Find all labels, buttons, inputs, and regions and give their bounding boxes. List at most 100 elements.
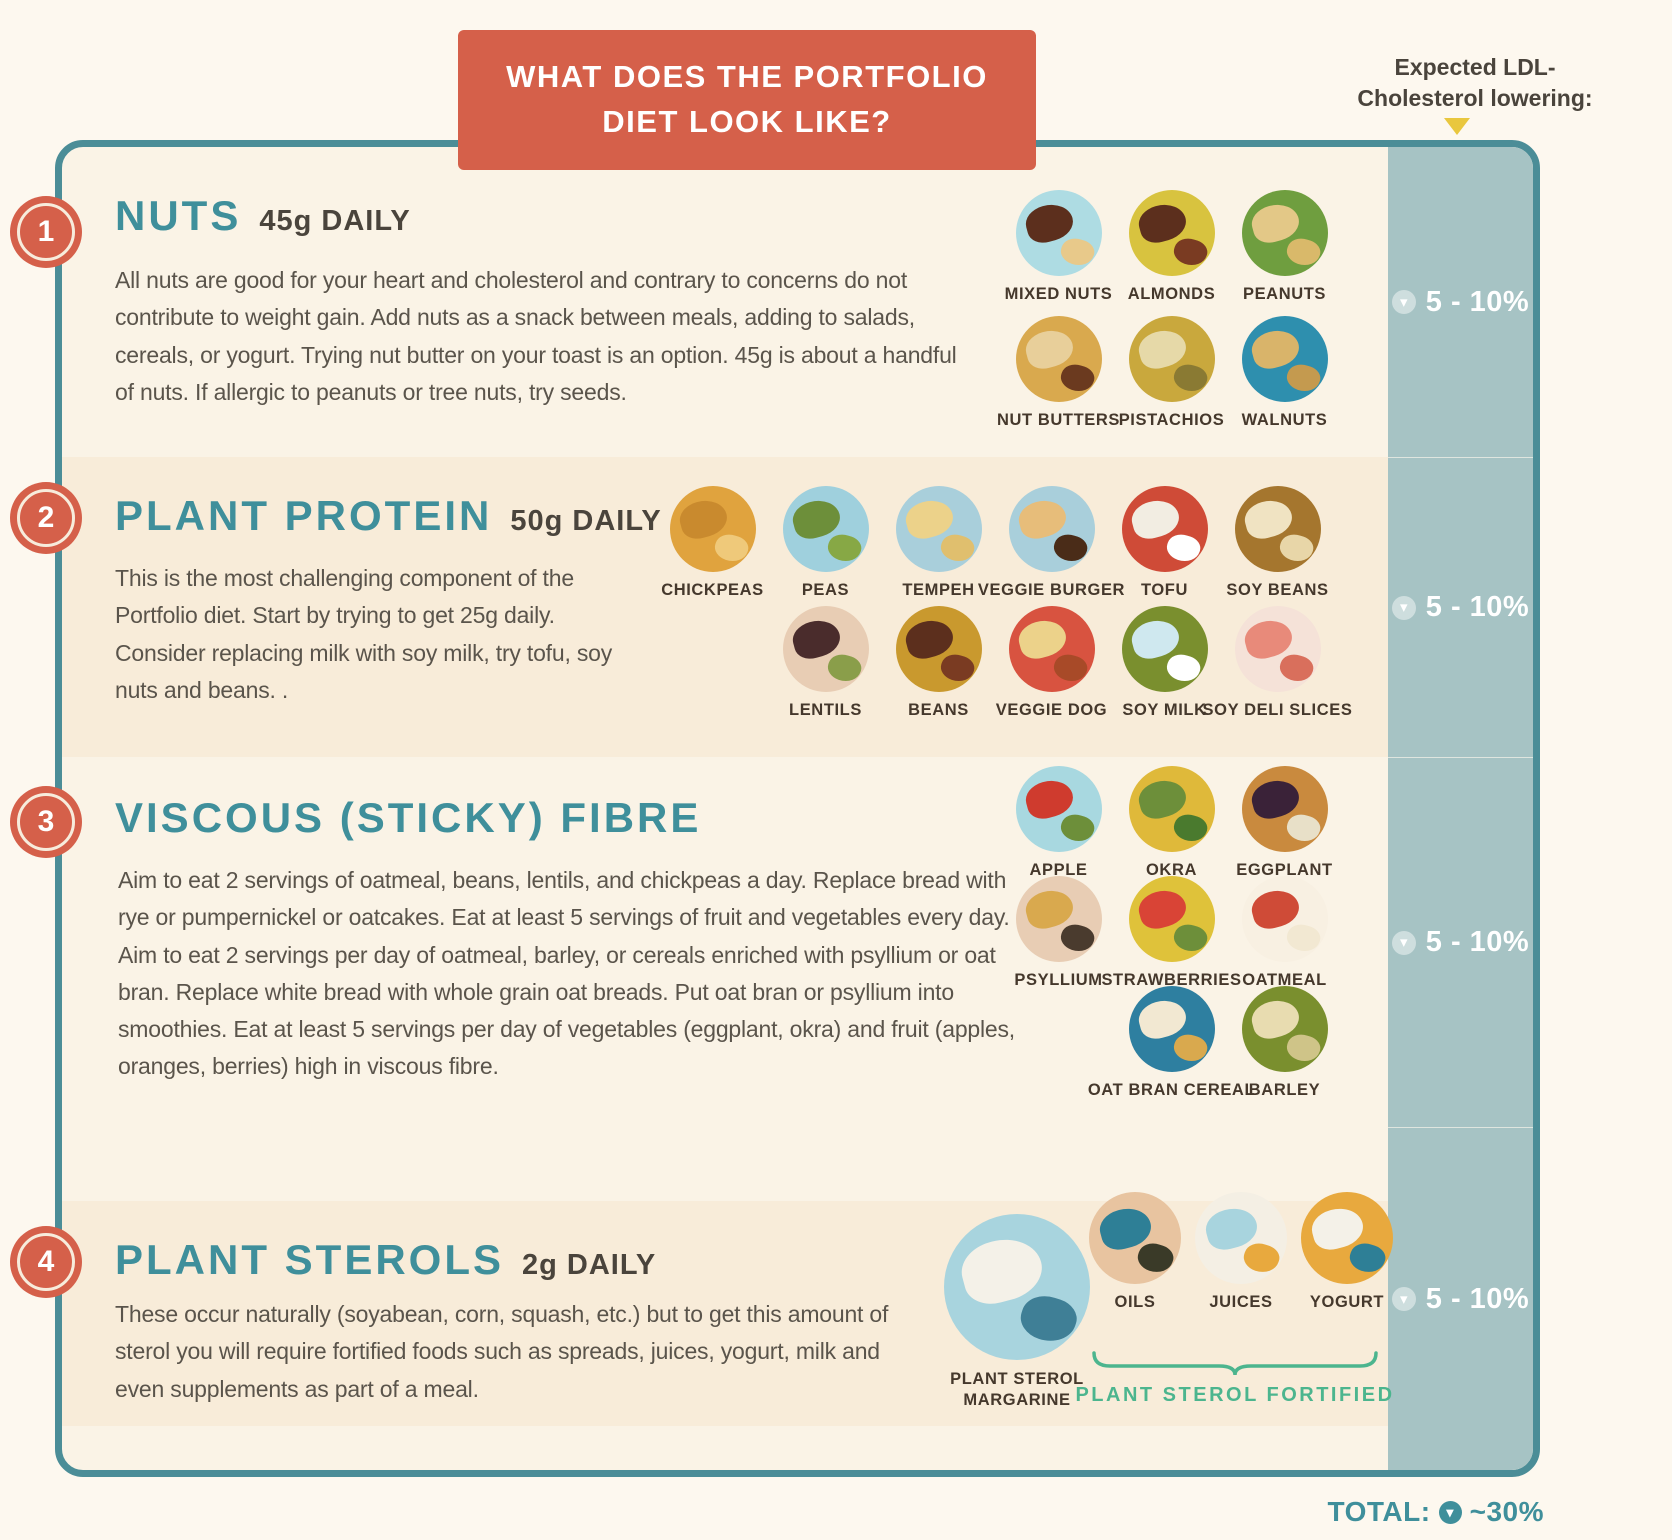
fortified-foods-row: OILS JUICES YOGURT bbox=[1082, 1192, 1400, 1312]
soy-milk-icon bbox=[1121, 606, 1208, 692]
plant-protein-body: This is the most challenging component o… bbox=[115, 565, 613, 703]
juices-icon bbox=[1195, 1192, 1287, 1284]
plant-protein-foods-row-1: CHICKPEAS PEAS TEMPEH VEGGIE BURGER TOFU… bbox=[656, 486, 1334, 600]
apple-icon bbox=[1015, 766, 1102, 852]
decrease-icon: ▾ bbox=[1391, 290, 1416, 314]
food-item: WALNUTS bbox=[1228, 316, 1341, 430]
food-item: OILS bbox=[1082, 1192, 1188, 1312]
ldl-column: ▾ 5 - 10% ▾ 5 - 10% ▾ 5 - 10% ▾ 5 - 10% bbox=[1388, 147, 1533, 1470]
brace-icon bbox=[1092, 1351, 1378, 1376]
total-label: TOTAL: bbox=[1327, 1496, 1431, 1527]
food-label: SOY MILK bbox=[1122, 701, 1207, 719]
ldl-cell-nuts: ▾ 5 - 10% bbox=[1388, 147, 1533, 457]
ldl-cell-plant-sterols: ▾ 5 - 10% bbox=[1388, 1127, 1533, 1470]
food-item: BARLEY bbox=[1228, 986, 1341, 1100]
ldl-header-line2: Cholesterol lowering: bbox=[1357, 85, 1593, 112]
food-item: TEMPEH bbox=[882, 486, 995, 600]
decrease-icon: ▾ bbox=[1391, 595, 1416, 620]
food-item: TOFU bbox=[1108, 486, 1221, 600]
section-amount: 50g DAILY bbox=[510, 505, 662, 537]
food-label: APPLE bbox=[1029, 861, 1088, 879]
food-label: TEMPEH bbox=[902, 581, 975, 599]
food-label: OATMEAL bbox=[1242, 971, 1327, 989]
food-item: PEANUTS bbox=[1228, 190, 1341, 304]
tempeh-icon bbox=[895, 486, 982, 572]
food-item: YOGURT bbox=[1294, 1192, 1400, 1312]
strawberries-icon bbox=[1128, 876, 1215, 962]
food-label: LENTILS bbox=[789, 701, 862, 719]
food-label: CHICKPEAS bbox=[661, 581, 764, 599]
fibre-heading: VISCOUS (STICKY) FIBRE bbox=[115, 794, 719, 842]
plant-protein-heading: PLANT PROTEIN 50g DAILY bbox=[115, 492, 662, 540]
section-band-plant-sterols bbox=[62, 1201, 1533, 1426]
section-amount: 2g DAILY bbox=[522, 1249, 657, 1281]
peanuts-icon bbox=[1241, 190, 1328, 276]
oils-icon bbox=[1089, 1192, 1181, 1284]
psyllium-icon bbox=[1015, 876, 1102, 962]
food-item: ALMONDS bbox=[1115, 190, 1228, 304]
lentils-icon bbox=[782, 606, 869, 692]
barley-icon bbox=[1241, 986, 1328, 1072]
badge-3: 3 bbox=[10, 786, 82, 858]
food-item: SOY MILK bbox=[1108, 606, 1221, 720]
fibre-foods-row-2: PSYLLIUM STRAWBERRIES OATMEAL bbox=[1002, 876, 1341, 990]
food-item: PLANT STEROL MARGARINE bbox=[922, 1214, 1112, 1412]
total-value: ~30% bbox=[1469, 1496, 1544, 1527]
margarine-food: PLANT STEROL MARGARINE bbox=[922, 1214, 1112, 1412]
badge-number: 4 bbox=[37, 1245, 55, 1278]
tofu-icon bbox=[1121, 486, 1208, 572]
food-label: VEGGIE BURGER bbox=[977, 581, 1126, 599]
food-label: STRAWBERRIES bbox=[1101, 971, 1242, 989]
nuts-foods-row-2: NUT BUTTERS PISTACHIOS WALNUTS bbox=[997, 316, 1341, 430]
almonds-icon bbox=[1128, 190, 1215, 276]
chickpeas-icon bbox=[669, 486, 756, 572]
food-label: VEGGIE DOG bbox=[995, 701, 1108, 719]
food-item: SOY BEANS bbox=[1221, 486, 1334, 600]
section-title: PLANT PROTEIN bbox=[115, 492, 493, 539]
food-label: ALMONDS bbox=[1127, 285, 1216, 303]
ldl-value: 5 - 10% bbox=[1425, 285, 1530, 318]
yogurt-icon bbox=[1301, 1192, 1393, 1284]
food-item: OATMEAL bbox=[1228, 876, 1341, 990]
ldl-value: 5 - 10% bbox=[1425, 1282, 1530, 1315]
food-label: MIXED NUTS bbox=[1004, 285, 1113, 303]
food-label: PEAS bbox=[801, 581, 850, 599]
decrease-icon: ▾ bbox=[1391, 1287, 1416, 1311]
food-item: CHICKPEAS bbox=[656, 486, 769, 600]
food-item: MIXED NUTS bbox=[1002, 190, 1115, 304]
food-item: EGGPLANT bbox=[1228, 766, 1341, 880]
peas-icon bbox=[782, 486, 869, 572]
plant-sterols-heading: PLANT STEROLS 2g DAILY bbox=[115, 1236, 656, 1284]
food-item: SOY DELI SLICES bbox=[1203, 606, 1352, 720]
food-label: SOY DELI SLICES bbox=[1202, 701, 1353, 719]
food-item: JUICES bbox=[1188, 1192, 1294, 1312]
badge-4: 4 bbox=[10, 1226, 82, 1298]
food-item: PISTACHIOS bbox=[1115, 316, 1228, 430]
section-title: PLANT STEROLS bbox=[115, 1236, 505, 1283]
fortified-label: PLANT STEROL FORTIFIED bbox=[1075, 1384, 1395, 1406]
badge-number: 3 bbox=[37, 805, 55, 838]
food-label: PISTACHIOS bbox=[1118, 411, 1225, 429]
food-label: PLANT STEROL MARGARINE bbox=[950, 1370, 1084, 1410]
oatmeal-icon bbox=[1241, 876, 1328, 962]
food-item: NUT BUTTERS bbox=[997, 316, 1119, 430]
food-label: TOFU bbox=[1140, 581, 1188, 599]
food-item: LENTILS bbox=[769, 606, 882, 720]
food-item: VEGGIE DOG bbox=[995, 606, 1108, 720]
plant-protein-foods-row-2: LENTILS BEANS VEGGIE DOG SOY MILK SOY DE… bbox=[769, 606, 1352, 720]
ldl-cell-plant-protein: ▾ 5 - 10% bbox=[1388, 457, 1533, 757]
food-item: STRAWBERRIES bbox=[1101, 876, 1241, 990]
decrease-icon: ▾ bbox=[1438, 1500, 1462, 1524]
food-label: OAT BRAN CEREAL bbox=[1087, 1081, 1256, 1099]
food-label: BARLEY bbox=[1248, 1081, 1321, 1099]
section-title: NUTS bbox=[115, 192, 242, 239]
page-title-line2: DIET LOOK LIKE? bbox=[602, 104, 892, 139]
beans-icon bbox=[895, 606, 982, 692]
food-label: OKRA bbox=[1146, 861, 1197, 879]
title-banner: WHAT DOES THE PORTFOLIO DIET LOOK LIKE? bbox=[458, 30, 1036, 170]
badge-number: 2 bbox=[37, 501, 55, 534]
food-label: SOY BEANS bbox=[1226, 581, 1329, 599]
page-title-line1: WHAT DOES THE PORTFOLIO bbox=[506, 59, 988, 95]
food-label: WALNUTS bbox=[1241, 411, 1328, 429]
